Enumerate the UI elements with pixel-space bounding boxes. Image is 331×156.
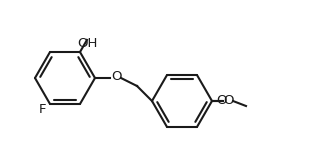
Text: F: F	[38, 103, 46, 116]
Text: O: O	[223, 95, 233, 107]
Text: O: O	[216, 93, 226, 107]
Text: OH: OH	[77, 37, 97, 50]
Text: O: O	[111, 71, 121, 83]
